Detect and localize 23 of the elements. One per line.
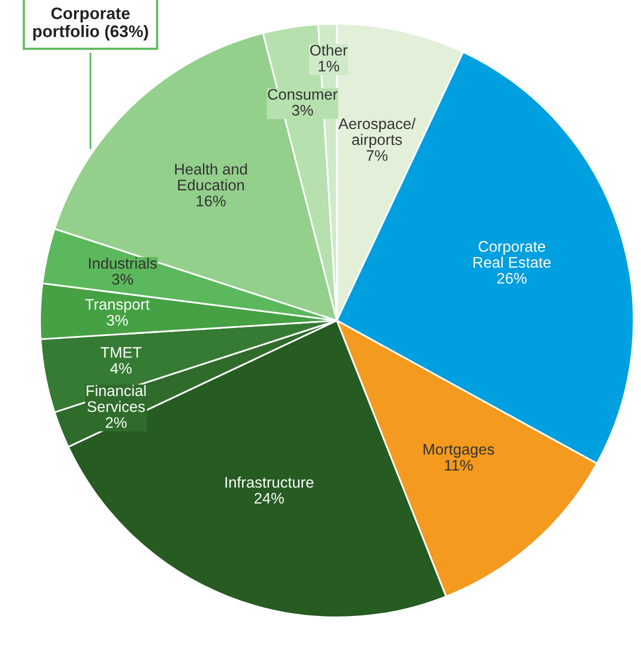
slice-label: Industrials <box>89 258 157 269</box>
slice-label: Mortgages <box>424 444 494 458</box>
data-label: 2% <box>106 417 127 428</box>
data-label: 11% <box>444 460 473 471</box>
data-label: 3% <box>292 104 313 116</box>
data-label: 3% <box>112 274 133 285</box>
slice-label: Consumer <box>268 88 338 100</box>
slice-label: TMET <box>100 347 142 358</box>
data-label: 26% <box>497 272 527 284</box>
slice-label: Health and Education <box>175 163 247 190</box>
data-label: 16% <box>196 196 226 206</box>
data-label: 24% <box>254 492 284 504</box>
data-label: 7% <box>366 150 388 161</box>
text: Corporate portfolio (63%) <box>33 7 148 40</box>
data-label: 4% <box>110 362 132 374</box>
data-label: 1% <box>318 60 340 72</box>
slice-label: Transport <box>85 299 150 313</box>
data-label: 3% <box>106 314 128 326</box>
slice-label: Corporate Real Estate <box>474 241 551 268</box>
slice-label: Other <box>310 44 348 56</box>
slice-label: Financial Services <box>86 384 146 412</box>
slice-label: Infrastructure <box>226 476 314 488</box>
slice-label: Aerospace/ airports <box>338 118 416 148</box>
